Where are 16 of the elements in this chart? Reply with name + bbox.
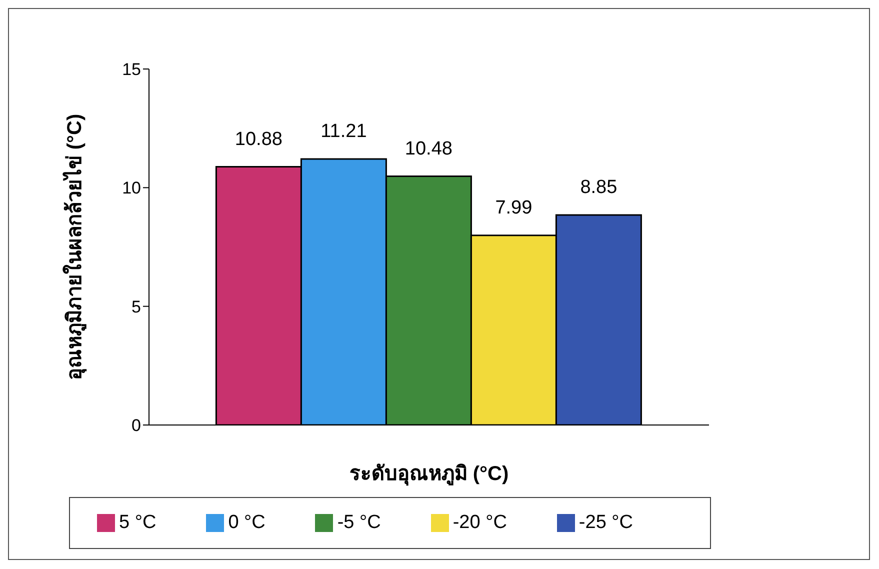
y-axis-title: อุณหภูมิภายในผลกล้วยไข่ (°C) [62, 114, 88, 380]
data-label: 8.85 [580, 176, 618, 198]
data-label: 10.88 [234, 128, 282, 150]
legend-label: -5 °C [337, 512, 381, 533]
x-axis-title: ระดับอุณหภูมิ (°C) [349, 463, 509, 487]
legend-label: 0 °C [228, 512, 266, 533]
legend-label: -20 °C [452, 512, 507, 533]
data-label: 7.99 [495, 197, 532, 218]
data-label: 10.48 [404, 138, 452, 160]
legend-label: -25 °C [578, 512, 633, 533]
y-tick-label: 5 [132, 297, 141, 316]
legend-label: 5 °C [119, 512, 156, 533]
y-tick-label: 15 [122, 60, 141, 80]
y-tick-label: 10 [122, 178, 141, 198]
y-tick-label: 0 [132, 416, 141, 436]
data-label: 11.21 [320, 120, 367, 142]
